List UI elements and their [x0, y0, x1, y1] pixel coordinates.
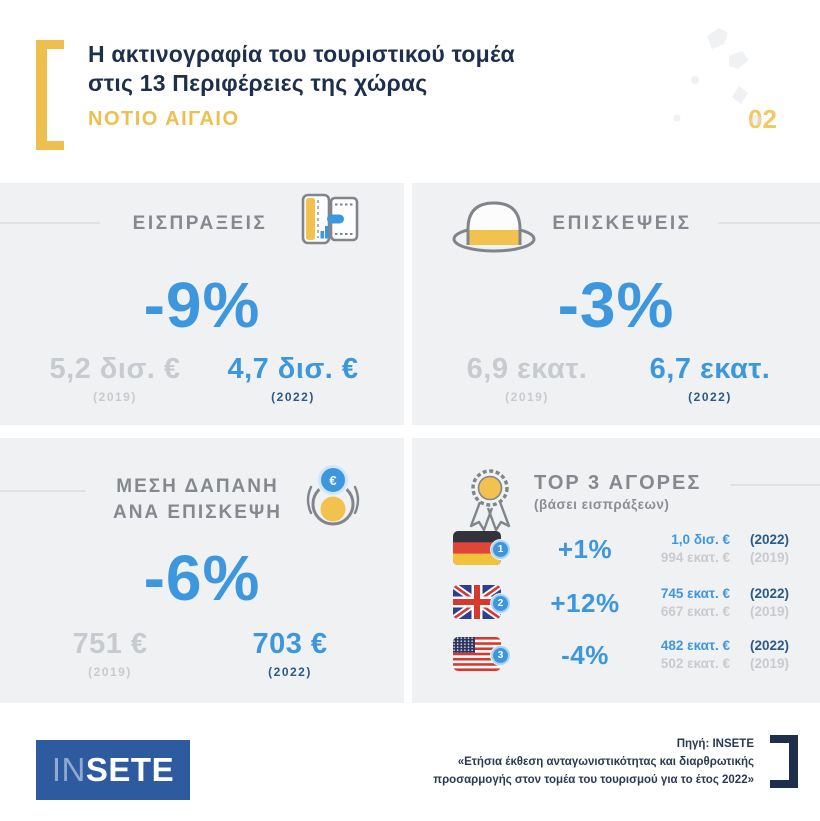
source-line2: «Ετήσια έκθεση ανταγωνιστικότητας και δι…: [457, 755, 754, 768]
usa-2022-year: (2022): [750, 638, 790, 653]
rank-3-badge: 3: [491, 646, 510, 665]
receipts-2019-year: (2019): [93, 390, 137, 404]
card-top-markets: TOP 3 ΑΓΟΡΕΣ (βάσει εισπράξεων) 1 +1% 1,: [412, 438, 820, 703]
germany-change: +1%: [557, 534, 613, 564]
avg-spend-2019-block: 751 € (2019): [20, 628, 200, 679]
insete-logo: IN SETE: [36, 740, 190, 800]
hat-icon: [450, 193, 538, 262]
receipts-2019-value: 5,2 δισ. €: [49, 353, 181, 385]
top-markets-subtitle: (βάσει εισπράξεων): [534, 497, 670, 512]
germany-2019-year: (2019): [750, 550, 790, 565]
insete-logo-sete: SETE: [85, 751, 175, 788]
germany-years: (2022) (2019): [750, 531, 810, 567]
usa-2019-year: (2019): [750, 656, 790, 671]
left-bracket-decoration: [36, 40, 64, 150]
germany-2019-value: 994 εκατ. €: [660, 550, 730, 565]
source-line1: Πηγή: INSETE: [676, 738, 754, 750]
uk-2022-value: 745 εκατ. €: [660, 586, 730, 601]
medal-icon: [454, 460, 526, 541]
divider-line: [730, 484, 820, 486]
avg-spend-2022-value: 703 €: [252, 628, 328, 660]
visits-title: ΕΠΙΣΚΕΨΕΙΣ: [552, 213, 692, 234]
avg-spend-2019-value: 751 €: [72, 628, 148, 660]
uk-2019-year: (2019): [750, 604, 790, 619]
usa-values: 482 εκατ. € 502 εκατ. €: [615, 637, 730, 673]
page-title-line1: Η ακτινογραφία του τουριστικού τομέα: [88, 41, 515, 67]
rank-1-badge: 1: [491, 540, 510, 559]
market-row-germany: 1 +1% 1,0 δισ. € 994 εκατ. € (2022) (201…: [412, 531, 820, 571]
visits-2022-value: 6,7 εκατ.: [649, 353, 771, 385]
market-row-usa: 3 -4% 482 εκατ. € 502 εκατ. € (2022) (20…: [412, 637, 820, 677]
top-markets-title: TOP 3 ΑΓΟΡΕΣ: [534, 472, 702, 494]
page-title: Η ακτινογραφία του τουριστικού τομέα στι…: [88, 40, 648, 99]
uk-2022-year: (2022): [750, 586, 790, 601]
uk-2019-value: 667 εκατ. €: [660, 604, 730, 619]
coins-icon: €: [300, 460, 366, 537]
rank-2-badge: 2: [491, 594, 510, 613]
islands-map-decoration: [673, 28, 762, 126]
uk-change: +12%: [550, 588, 620, 618]
usa-2022-value: 482 εκατ. €: [660, 638, 730, 653]
insete-logo-in: IN: [51, 751, 86, 788]
visits-change: -3%: [557, 269, 675, 341]
germany-2022-year: (2022): [750, 532, 790, 547]
receipts-2022-value: 4,7 δισ. €: [227, 353, 359, 385]
divider-line: [0, 222, 100, 224]
divider-line: [718, 222, 820, 224]
usa-change: -4%: [561, 640, 609, 670]
market-row-uk: 2 +12% 745 εκατ. € 667 εκατ. € (2022) (2…: [412, 585, 820, 625]
visits-2019-year: (2019): [505, 390, 549, 404]
avg-spend-2022-block: 703 € (2022): [200, 628, 380, 679]
germany-values: 1,0 δισ. € 994 εκατ. €: [615, 531, 730, 567]
avg-spend-title-line1: ΜΕΣΗ ΔΑΠΑΝΗ: [116, 476, 279, 497]
page-title-line2: στις 13 Περιφέρειες της χώρας: [88, 70, 428, 97]
receipts-2019-block: 5,2 δισ. € (2019): [25, 353, 205, 404]
uk-values: 745 εκατ. € 667 εκατ. €: [615, 585, 730, 621]
card-receipts: ΕΙΣΠΡΑΞΕΙΣ -9% 5,2 δισ. € (2019) 4,7 δισ…: [0, 183, 404, 425]
usa-flag-icon: 3: [453, 637, 510, 671]
receipts-2022-block: 4,7 δισ. € (2022): [203, 353, 383, 404]
credit-card-pos-icon: [298, 193, 362, 250]
region-name: ΝΟΤΙΟ ΑΙΓΑΙΟ: [88, 108, 240, 130]
uk-flag-icon: 2: [453, 585, 510, 619]
receipts-2022-year: (2022): [271, 390, 315, 404]
card-average-spend: ΜΕΣΗ ΔΑΠΑΝΗ ΑΝΑ ΕΠΙΣΚΕΨΗ € -6% 751 € (20…: [0, 438, 404, 703]
source-attribution: Πηγή: INSETE «Ετήσια έκθεση ανταγωνιστικ…: [334, 736, 754, 789]
uk-years: (2022) (2019): [750, 585, 810, 621]
avg-spend-title-line2: ΑΝΑ ΕΠΙΣΚΕΨΗ: [112, 501, 282, 523]
svg-text:€: €: [329, 473, 336, 488]
source-line3: προσαρμογής στον τομέα του τουρισμού για…: [433, 773, 754, 786]
visits-2019-block: 6,9 εκατ. (2019): [437, 353, 617, 404]
top-markets-title-block: TOP 3 ΑΓΟΡΕΣ (βάσει εισπράξεων): [534, 472, 764, 512]
visits-2022-year: (2022): [688, 390, 732, 404]
divider-line: [0, 490, 86, 492]
avg-spend-title: ΜΕΣΗ ΔΑΠΑΝΗ ΑΝΑ ΕΠΙΣΚΕΨΗ: [95, 474, 300, 525]
avg-spend-change: -6%: [143, 542, 261, 614]
card-visits: ΕΠΙΣΚΕΨΕΙΣ -3% 6,9 εκατ. (2019) 6,7 εκατ…: [412, 183, 820, 425]
usa-years: (2022) (2019): [750, 637, 810, 673]
germany-2022-value: 1,0 δισ. €: [671, 532, 730, 547]
visits-2022-block: 6,7 εκατ. (2022): [620, 353, 800, 404]
right-bracket-decoration: [770, 735, 798, 788]
avg-spend-2019-year: (2019): [88, 665, 132, 679]
receipts-change: -9%: [143, 269, 261, 341]
usa-2019-value: 502 εκατ. €: [660, 656, 730, 671]
germany-flag-icon: 1: [453, 531, 510, 565]
receipts-title: ΕΙΣΠΡΑΞΕΙΣ: [132, 213, 268, 234]
visits-2019-value: 6,9 εκατ.: [466, 353, 588, 385]
avg-spend-2022-year: (2022): [268, 665, 312, 679]
